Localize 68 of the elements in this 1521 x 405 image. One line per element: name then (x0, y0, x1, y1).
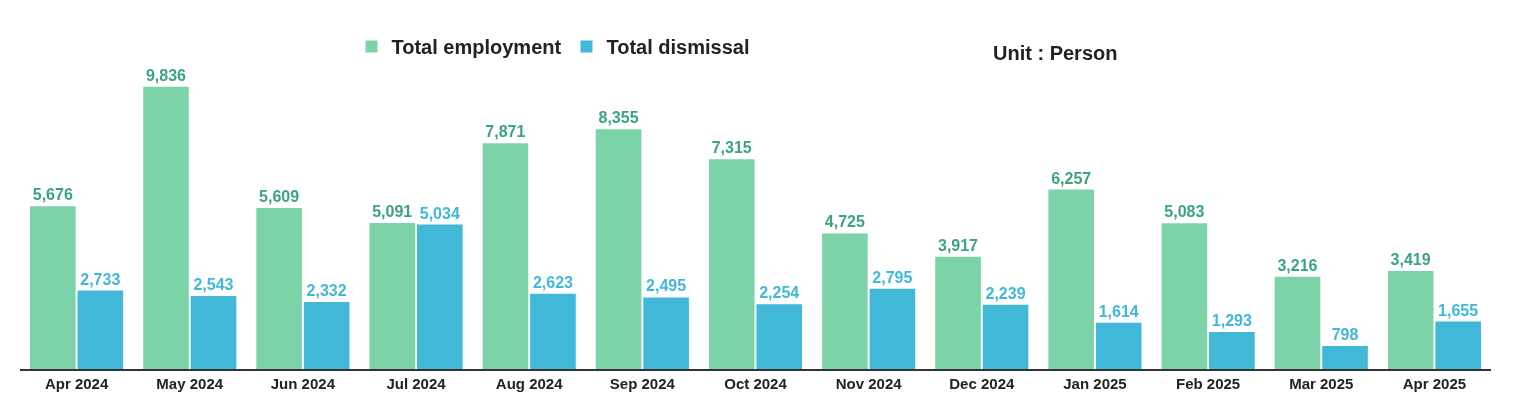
bar (416, 224, 463, 369)
bar (1095, 322, 1142, 369)
bar (756, 304, 803, 369)
x-tick-label: Aug 2024 (495, 374, 564, 392)
data-label: 798 (1331, 326, 1359, 344)
bar (530, 293, 576, 369)
x-tick-label: Feb 2025 (1176, 374, 1241, 392)
data-label: 2,795 (872, 268, 913, 286)
bar (1435, 321, 1481, 369)
bar (1209, 331, 1255, 369)
x-tick-label: Jan 2025 (1063, 374, 1127, 392)
x-tick-label: Apr 2025 (1402, 374, 1467, 392)
data-label: 7,315 (711, 139, 752, 157)
bar (369, 222, 416, 369)
data-label: 5,034 (419, 204, 460, 222)
data-label: 2,239 (985, 284, 1026, 302)
bar (982, 304, 1029, 369)
bar (143, 86, 189, 369)
bar (1274, 276, 1321, 369)
bar (77, 290, 124, 369)
bar (708, 159, 755, 369)
data-label: 4,725 (824, 213, 865, 231)
legend-label: Total dismissal (606, 36, 750, 59)
data-label: 5,091 (372, 202, 413, 220)
x-tick-label: Apr 2024 (44, 374, 109, 392)
bar (595, 129, 642, 369)
x-tick-label: Mar 2025 (1289, 374, 1354, 392)
x-tick-label: Sep 2024 (609, 374, 676, 392)
bar (869, 288, 916, 369)
x-tick-label: Nov 2024 (835, 374, 903, 392)
data-label: 2,733 (80, 270, 121, 288)
data-label: 5,676 (32, 186, 73, 204)
data-label: 2,623 (532, 273, 574, 291)
data-label: 3,917 (937, 236, 979, 254)
x-tick-label: Oct 2024 (724, 374, 788, 392)
data-label: 2,254 (759, 284, 800, 302)
text: Unit : Person (993, 42, 1118, 64)
bar (303, 302, 350, 369)
data-label: 2,543 (193, 276, 234, 294)
data-label: 1,655 (1438, 301, 1479, 319)
bar (1161, 223, 1208, 369)
data-label: 2,332 (306, 282, 347, 300)
bar (822, 233, 868, 369)
bar (256, 208, 302, 369)
bar (30, 206, 76, 369)
bar (482, 143, 529, 369)
data-label: 9,836 (145, 66, 187, 84)
data-label: 5,083 (1164, 203, 1205, 221)
data-label: 1,293 (1211, 311, 1252, 329)
data-label: 6,257 (1051, 169, 1092, 187)
x-tick-label: Jun 2024 (270, 374, 336, 392)
data-label: 2,495 (646, 277, 687, 295)
bar (643, 297, 689, 369)
bar (1322, 346, 1368, 369)
data-label: 8,355 (598, 109, 639, 127)
data-label: 3,419 (1390, 250, 1431, 268)
data-label: 3,216 (1277, 256, 1318, 274)
data-label: 7,871 (485, 123, 526, 141)
x-tick-label: May 2024 (156, 374, 224, 392)
legend-label: Total employment (391, 36, 562, 59)
x-tick-label: Jul 2024 (386, 374, 447, 392)
bar (190, 296, 237, 369)
bar (1387, 270, 1434, 369)
data-label: 1,614 (1098, 302, 1139, 320)
data-label: 5,609 (259, 188, 300, 206)
bar (1048, 189, 1095, 369)
bar (935, 256, 981, 369)
x-tick-label: Dec 2024 (949, 374, 1015, 392)
